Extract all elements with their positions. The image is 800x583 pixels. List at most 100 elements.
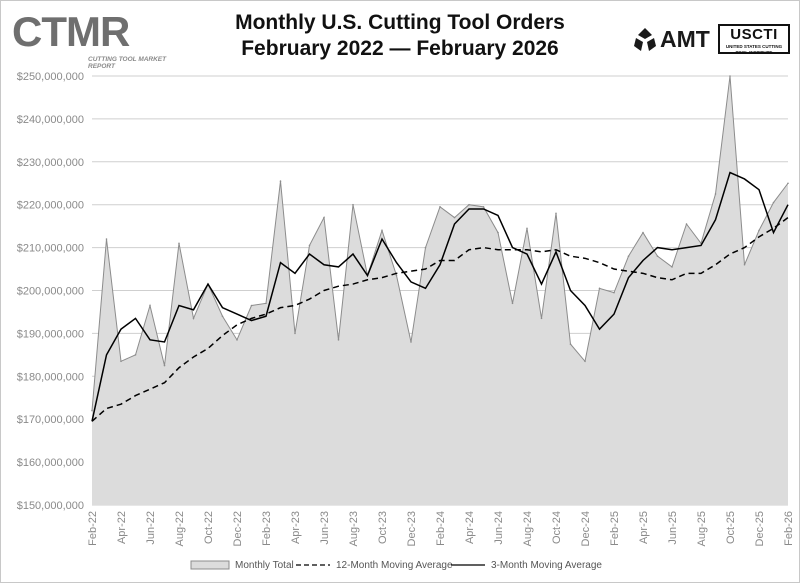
legend-label-monthly-total: Monthly Total xyxy=(235,559,294,571)
point-monthly-total xyxy=(163,364,166,367)
x-tick-label: Dec-24 xyxy=(580,511,592,546)
y-tick-label: $190,000,000 xyxy=(17,328,84,340)
uscti-logo-text: USCTI xyxy=(730,26,778,43)
y-tick-label: $230,000,000 xyxy=(17,157,84,169)
area-monthly-total xyxy=(92,76,788,505)
x-tick-label: Apr-25 xyxy=(638,511,650,544)
chart-title: Monthly U.S. Cutting Tool Orders Februar… xyxy=(160,10,640,62)
legend-item-12-month: 12-Month Moving Average xyxy=(295,557,453,573)
point-monthly-total xyxy=(91,409,93,412)
y-tick-label: $200,000,000 xyxy=(17,286,84,298)
point-monthly-total xyxy=(439,206,441,208)
point-monthly-total xyxy=(526,227,528,230)
point-monthly-total xyxy=(497,231,499,234)
point-monthly-total xyxy=(192,317,195,320)
point-monthly-total xyxy=(178,242,180,245)
x-tick-label: Aug-23 xyxy=(348,511,360,546)
x-tick-label: Apr-22 xyxy=(116,511,128,544)
point-monthly-total xyxy=(105,238,108,240)
y-tick-label: $170,000,000 xyxy=(17,414,84,426)
point-monthly-total xyxy=(729,75,731,77)
point-monthly-total xyxy=(555,212,557,215)
legend-label-3-month: 3-Month Moving Average xyxy=(491,559,602,571)
amt-logo-text: AMT xyxy=(660,26,710,52)
point-monthly-total xyxy=(511,302,514,305)
point-monthly-total xyxy=(250,304,253,307)
x-tick-label: Apr-24 xyxy=(464,511,476,544)
y-tick-label: $250,000,000 xyxy=(17,71,84,83)
x-tick-label: Jun-23 xyxy=(319,511,331,545)
legend-item-3-month: 3-Month Moving Average xyxy=(450,557,602,573)
point-monthly-total xyxy=(279,180,282,182)
x-tick-label: Dec-23 xyxy=(406,511,418,546)
point-monthly-total xyxy=(598,287,601,290)
x-tick-label: Feb-22 xyxy=(87,511,99,546)
point-monthly-total xyxy=(482,206,485,208)
ctmr-logo: CTMR CUTTING TOOL MARKET REPORT xyxy=(10,8,166,70)
x-tick-label: Aug-25 xyxy=(696,511,708,546)
y-tick-label: $160,000,000 xyxy=(17,457,84,469)
point-monthly-total xyxy=(308,244,311,247)
line-12-month-moving-average xyxy=(91,216,789,422)
ma3-layer xyxy=(91,171,789,422)
x-tick-label: Oct-23 xyxy=(377,511,389,544)
x-axis-labels: Feb-22 Apr-22 Jun-22 Aug-22 Oct-22 Dec-22 Feb-… xyxy=(87,511,795,546)
point-monthly-total xyxy=(236,339,238,341)
ctmr-logo-tagline: CUTTING TOOL MARKET REPORT xyxy=(88,56,167,70)
point-monthly-total xyxy=(410,341,412,343)
uscti-logo: USCTI UNITED STATES CUTTING TOOL INSTITU… xyxy=(718,24,790,55)
point-monthly-total xyxy=(613,291,615,294)
point-monthly-total xyxy=(395,274,398,277)
x-tick-label: Feb-23 xyxy=(261,511,273,546)
uscti-logo-subtext: UNITED STATES CUTTING TOOL INSTITUTE xyxy=(725,44,783,55)
chart-title-line1: Monthly U.S. Cutting Tool Orders xyxy=(235,11,565,34)
y-tick-label: $180,000,000 xyxy=(17,371,84,383)
amt-logo-icon xyxy=(634,28,656,51)
point-monthly-total xyxy=(671,266,673,268)
point-monthly-total xyxy=(134,354,137,356)
point-monthly-total xyxy=(540,317,543,320)
point-monthly-total xyxy=(714,193,717,195)
point-monthly-total xyxy=(352,203,354,206)
point-monthly-total xyxy=(120,360,122,363)
point-monthly-total xyxy=(468,203,470,206)
point-monthly-total xyxy=(685,223,688,225)
legend-swatch-dashed xyxy=(296,564,330,566)
point-monthly-total xyxy=(221,315,224,318)
x-tick-label: Oct-24 xyxy=(551,511,563,544)
x-tick-label: Dec-22 xyxy=(232,511,244,546)
y-tick-label: $210,000,000 xyxy=(17,243,84,255)
y-tick-label: $220,000,000 xyxy=(17,200,84,212)
x-tick-label: Aug-24 xyxy=(522,511,534,546)
legend-swatch-solid xyxy=(451,564,485,566)
y-tick-label: $240,000,000 xyxy=(17,114,84,126)
x-tick-label: Apr-23 xyxy=(290,511,302,544)
legend-swatch-area xyxy=(190,560,230,570)
chart-legend: Monthly Total 12-Month Moving Average 3-… xyxy=(190,557,650,573)
point-monthly-total xyxy=(323,216,325,219)
point-monthly-total xyxy=(265,302,267,305)
x-tick-label: Jun-24 xyxy=(493,511,505,545)
chart-title-line2: February 2022 — February 2026 xyxy=(241,37,559,60)
point-monthly-total xyxy=(424,246,427,249)
line-3-month-moving-average xyxy=(91,171,789,422)
point-monthly-total xyxy=(569,343,572,345)
y-tick-label: $150,000,000 xyxy=(17,500,84,512)
point-monthly-total xyxy=(584,360,586,363)
point-monthly-total xyxy=(642,231,644,234)
y-axis-labels: $150,000,000 $160,000,000 $170,000,000 $180… xyxy=(17,71,84,512)
x-tick-label: Feb-25 xyxy=(609,511,621,546)
x-tick-label: Aug-22 xyxy=(174,511,186,546)
point-monthly-total xyxy=(453,216,456,219)
x-tick-label: Oct-25 xyxy=(725,511,737,544)
x-tick-label: Jun-25 xyxy=(667,511,679,545)
point-monthly-total xyxy=(743,263,746,266)
x-tick-label: Feb-24 xyxy=(435,511,447,546)
point-monthly-total xyxy=(381,229,383,232)
point-monthly-total xyxy=(787,182,789,185)
point-monthly-total xyxy=(758,229,760,232)
point-monthly-total xyxy=(294,332,296,335)
point-monthly-total xyxy=(656,255,659,257)
x-tick-label: Oct-22 xyxy=(203,511,215,544)
